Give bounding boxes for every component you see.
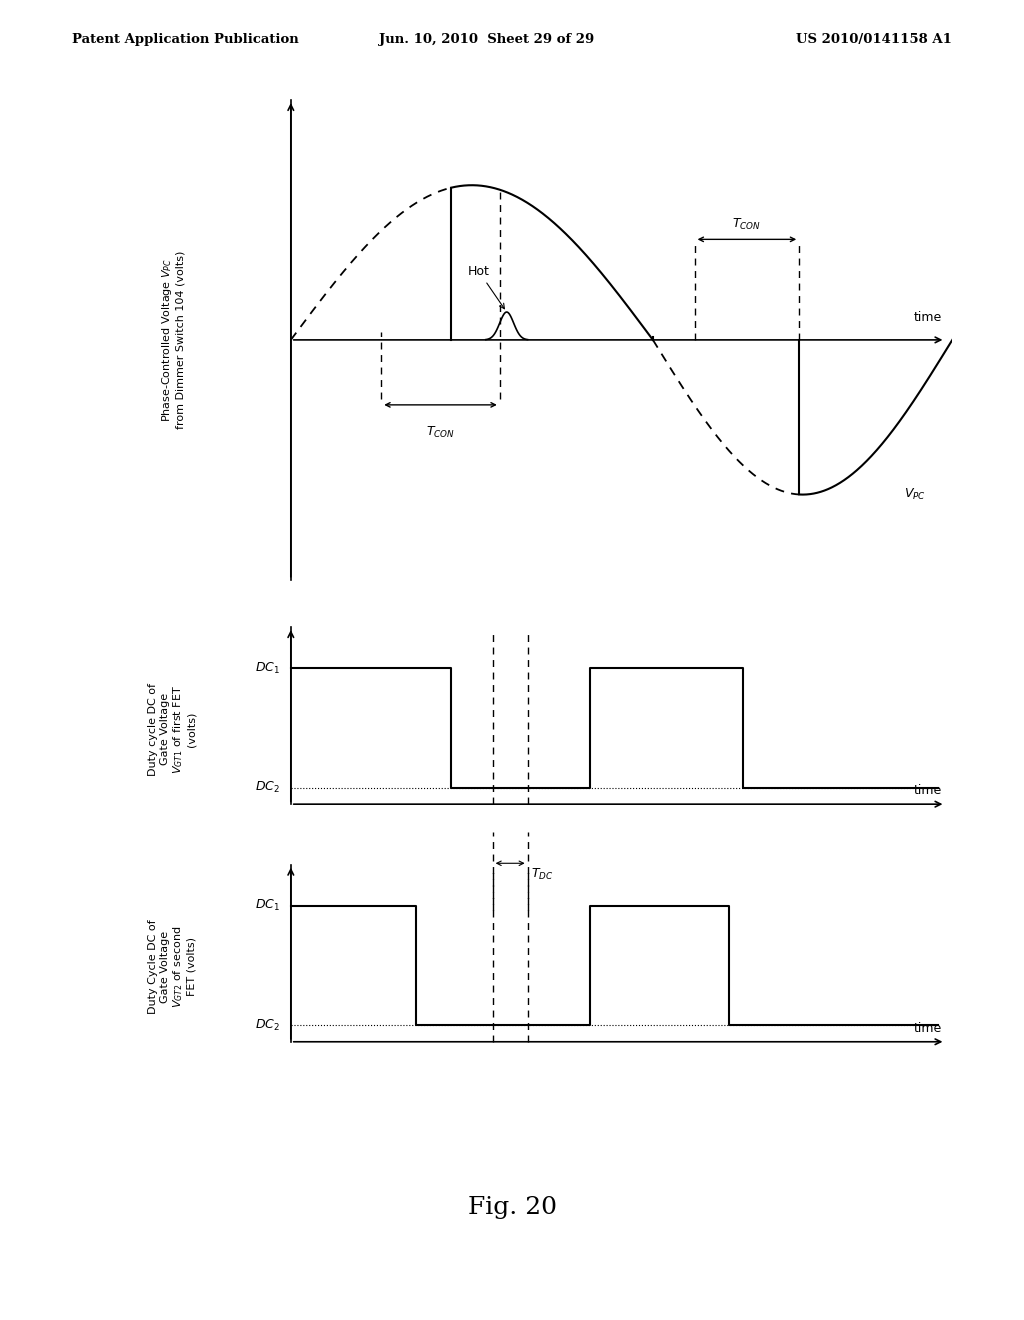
Text: Jun. 10, 2010  Sheet 29 of 29: Jun. 10, 2010 Sheet 29 of 29 xyxy=(379,33,594,46)
Text: Fig. 20: Fig. 20 xyxy=(468,1196,556,1220)
Text: time: time xyxy=(913,312,942,325)
Text: $T_{CON}$: $T_{CON}$ xyxy=(426,425,455,440)
Text: $V_{PC}$: $V_{PC}$ xyxy=(903,487,926,502)
Text: time: time xyxy=(913,784,942,797)
Text: Hot: Hot xyxy=(468,265,505,309)
Text: Phase-Controlled Voltage $V_{PC}$
from Dimmer Switch 104 (volts): Phase-Controlled Voltage $V_{PC}$ from D… xyxy=(160,251,185,429)
Text: Duty Cycle DC of
Gate Voltage
$V_{GT2}$ of second
FET (volts): Duty Cycle DC of Gate Voltage $V_{GT2}$ … xyxy=(147,920,197,1014)
Text: $DC_1$: $DC_1$ xyxy=(255,898,281,913)
Text: $DC_2$: $DC_2$ xyxy=(255,780,281,796)
Text: Duty cycle DC of
Gate Voltage
$V_{GT1}$ of first FET
(volts): Duty cycle DC of Gate Voltage $V_{GT1}$ … xyxy=(147,682,197,776)
Text: time: time xyxy=(913,1022,942,1035)
Text: Patent Application Publication: Patent Application Publication xyxy=(72,33,298,46)
Text: $T_{DC}$: $T_{DC}$ xyxy=(531,867,554,882)
Text: US 2010/0141158 A1: US 2010/0141158 A1 xyxy=(797,33,952,46)
Text: $DC_2$: $DC_2$ xyxy=(255,1018,281,1034)
Text: $T_{CON}$: $T_{CON}$ xyxy=(732,216,762,231)
Text: $DC_1$: $DC_1$ xyxy=(255,660,281,676)
